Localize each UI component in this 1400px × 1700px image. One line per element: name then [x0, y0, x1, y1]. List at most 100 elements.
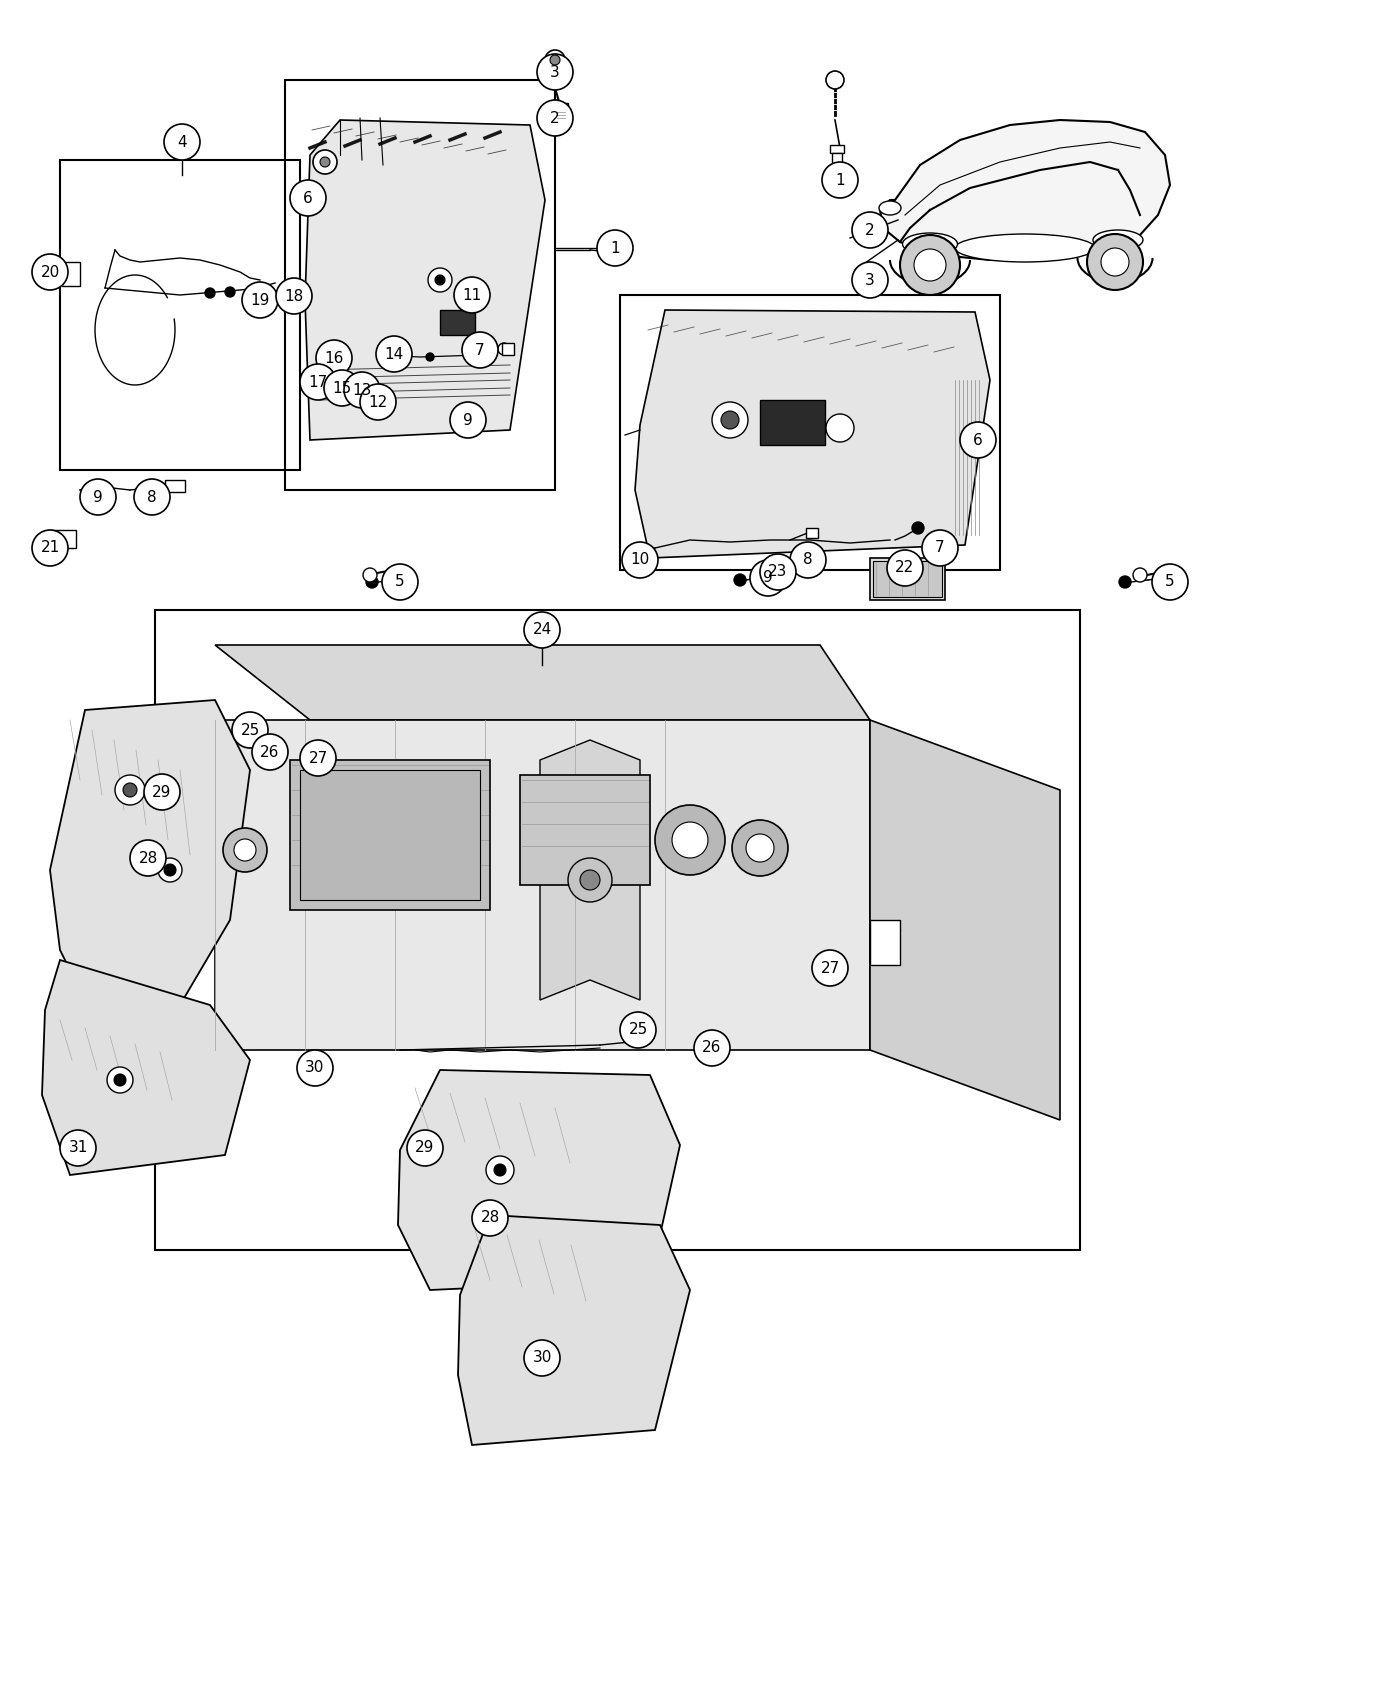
Circle shape — [290, 180, 326, 216]
Polygon shape — [305, 121, 545, 440]
Bar — [760, 400, 825, 445]
Circle shape — [106, 1068, 133, 1093]
Circle shape — [377, 337, 412, 372]
Circle shape — [314, 150, 337, 173]
Ellipse shape — [1093, 230, 1142, 250]
Text: 24: 24 — [532, 622, 552, 638]
Text: 26: 26 — [260, 745, 280, 760]
Circle shape — [494, 1164, 505, 1176]
Text: 1: 1 — [836, 172, 844, 187]
Circle shape — [253, 282, 263, 292]
Polygon shape — [458, 1216, 690, 1445]
Circle shape — [234, 840, 256, 860]
Circle shape — [300, 364, 336, 400]
Circle shape — [32, 530, 69, 566]
Circle shape — [498, 343, 510, 355]
Polygon shape — [540, 740, 640, 1000]
Circle shape — [382, 564, 419, 600]
Bar — [869, 558, 945, 600]
Text: 16: 16 — [325, 350, 343, 366]
Text: 31: 31 — [69, 1141, 88, 1156]
Circle shape — [826, 415, 854, 442]
Circle shape — [622, 542, 658, 578]
Circle shape — [297, 1051, 333, 1086]
Circle shape — [524, 612, 560, 648]
Circle shape — [426, 354, 434, 360]
Text: 18: 18 — [284, 289, 304, 304]
Circle shape — [472, 1200, 508, 1236]
Text: 3: 3 — [865, 272, 875, 287]
Ellipse shape — [903, 233, 958, 255]
Polygon shape — [398, 1069, 680, 1290]
Bar — [806, 529, 818, 537]
Circle shape — [134, 479, 169, 515]
Ellipse shape — [955, 235, 1095, 262]
Circle shape — [580, 870, 601, 891]
Circle shape — [721, 411, 739, 428]
Bar — [830, 144, 844, 153]
Ellipse shape — [879, 201, 902, 214]
Bar — [48, 530, 76, 547]
Circle shape — [853, 262, 888, 298]
Circle shape — [300, 740, 336, 775]
Circle shape — [1152, 564, 1189, 600]
Circle shape — [713, 401, 748, 439]
Circle shape — [323, 371, 360, 406]
Text: 12: 12 — [368, 394, 388, 410]
Text: 22: 22 — [896, 561, 914, 576]
Circle shape — [130, 840, 167, 876]
Circle shape — [1086, 235, 1142, 291]
Polygon shape — [881, 121, 1170, 260]
Circle shape — [568, 858, 612, 903]
Text: 29: 29 — [416, 1141, 434, 1156]
Circle shape — [60, 1130, 97, 1166]
Circle shape — [143, 484, 153, 495]
Circle shape — [113, 1074, 126, 1086]
Text: 21: 21 — [41, 541, 60, 556]
Bar — [165, 479, 185, 491]
Text: 5: 5 — [1165, 575, 1175, 590]
Text: 20: 20 — [41, 265, 60, 279]
Circle shape — [115, 775, 146, 806]
Text: 8: 8 — [147, 490, 157, 505]
Bar — [503, 343, 514, 355]
Bar — [554, 104, 568, 111]
Circle shape — [812, 950, 848, 986]
Circle shape — [655, 806, 725, 876]
Text: 13: 13 — [353, 382, 371, 398]
Polygon shape — [216, 644, 869, 721]
Text: 27: 27 — [308, 750, 328, 765]
Bar — [874, 561, 942, 597]
Circle shape — [454, 277, 490, 313]
Circle shape — [32, 253, 69, 291]
Circle shape — [316, 340, 351, 376]
Circle shape — [363, 568, 377, 581]
Bar — [290, 760, 490, 910]
Circle shape — [777, 563, 792, 578]
Circle shape — [486, 1156, 514, 1183]
Polygon shape — [636, 309, 990, 558]
Circle shape — [428, 269, 452, 292]
Circle shape — [449, 401, 486, 439]
Text: 9: 9 — [94, 490, 102, 505]
Circle shape — [1133, 568, 1147, 581]
Bar — [1162, 568, 1176, 575]
Circle shape — [164, 864, 176, 876]
Text: 27: 27 — [820, 960, 840, 976]
Circle shape — [158, 858, 182, 882]
Circle shape — [204, 287, 216, 298]
Text: 28: 28 — [480, 1210, 500, 1226]
Bar — [620, 296, 1000, 570]
Text: 14: 14 — [385, 347, 403, 362]
Text: 23: 23 — [769, 564, 788, 580]
Circle shape — [923, 530, 958, 566]
Circle shape — [960, 422, 995, 457]
Text: 9: 9 — [763, 571, 773, 585]
Polygon shape — [869, 721, 1060, 1120]
Text: 6: 6 — [304, 190, 312, 206]
Circle shape — [750, 559, 785, 597]
Circle shape — [672, 823, 708, 858]
Polygon shape — [50, 700, 251, 1010]
Circle shape — [360, 384, 396, 420]
Text: 15: 15 — [332, 381, 351, 396]
